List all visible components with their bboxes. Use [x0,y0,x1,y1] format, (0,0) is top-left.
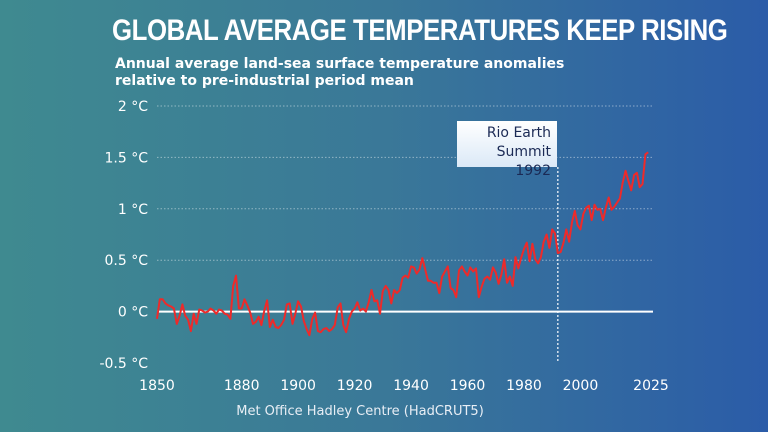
x-tick-label: 1850 [139,378,175,394]
source-label: Met Office Hadley Centre (HadCRUT5) [236,404,484,419]
rio-summit-annotation: Rio Earth Summit 1992 [457,121,557,179]
y-tick-label: 1.5 °C [105,150,149,166]
chart-title: GLOBAL AVERAGE TEMPERATURES KEEP RISING [112,14,728,47]
x-tick-label: 2025 [633,378,669,394]
annotation-line2: Summit 1992 [496,144,551,179]
x-tick-label: 1980 [506,378,542,394]
y-tick-label: 1 °C [118,202,148,218]
y-tick-label: 0.5 °C [105,253,149,269]
x-tick-label: 1920 [337,378,373,394]
chart-subtitle: Annual average land-sea surface temperat… [115,56,565,89]
x-tick-label: 2000 [563,378,599,394]
x-tick-label: 1940 [393,378,429,394]
x-tick-label: 1900 [280,378,316,394]
x-tick-label: 1880 [224,378,260,394]
annotation-line1: Rio Earth [486,125,551,141]
y-tick-label: 2 °C [118,99,148,115]
x-tick-label: 1960 [450,378,486,394]
temperature-series-line [156,151,649,337]
y-tick-label: 0 °C [118,305,148,321]
y-tick-label: -0.5 °C [99,356,148,372]
